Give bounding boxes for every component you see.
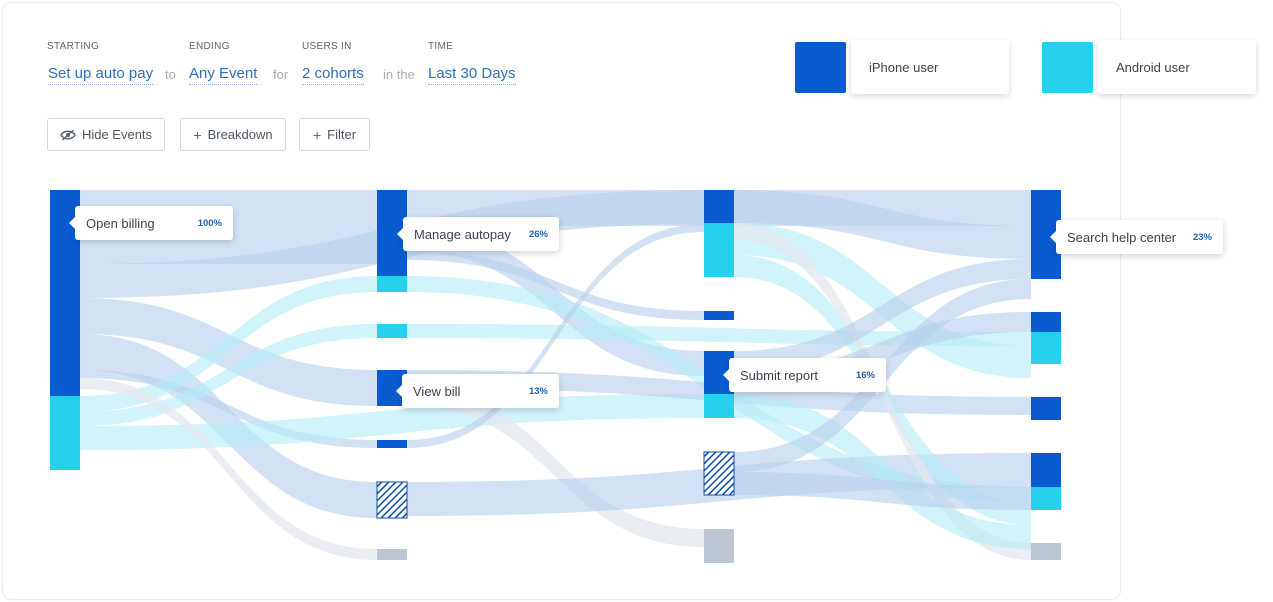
legend-item-android[interactable]: Android user	[1098, 40, 1256, 94]
tooltip-label: Search help center	[1067, 229, 1177, 245]
tooltip-label: Manage autopay	[414, 226, 511, 242]
tooltip-percent: 16%	[855, 369, 875, 381]
tooltip-view-bill: View bill 13%	[396, 374, 559, 408]
flow-link-other[interactable]	[407, 388, 704, 547]
time-label: TIME	[428, 41, 454, 52]
time-range-select[interactable]: Last 30 Days	[428, 65, 516, 85]
starting-label: STARTING	[47, 41, 100, 52]
node-s1a-android[interactable]	[377, 276, 407, 292]
node-s0-android[interactable]	[50, 396, 80, 470]
tooltip-label: View bill	[413, 383, 461, 399]
flow-link-android[interactable]	[734, 394, 1031, 549]
tooltip-submit-report: Submit report 16%	[723, 358, 886, 392]
connector-for: for	[273, 67, 289, 82]
node-s3e-other[interactable]	[1031, 543, 1061, 560]
flow-link-iphone[interactable]	[407, 224, 704, 448]
ending-label: ENDING	[189, 41, 230, 52]
ending-event-select[interactable]: Any Event	[189, 65, 258, 85]
breakdown-button[interactable]: + Breakdown	[180, 118, 286, 151]
tooltip-label: Submit report	[740, 367, 819, 383]
node-s1e-hatched[interactable]	[376, 481, 408, 519]
legend-item-iphone[interactable]: iPhone user	[851, 40, 1009, 94]
cohorts-select[interactable]: 2 cohorts	[302, 65, 364, 85]
flow-link-other[interactable]	[80, 378, 377, 560]
flow-link-android[interactable]	[407, 324, 1031, 346]
legend-swatch-iphone	[795, 42, 846, 93]
tooltip-percent: 13%	[528, 385, 548, 397]
node-s1f-other[interactable]	[377, 549, 407, 560]
node-s1b-android[interactable]	[377, 324, 407, 338]
filter-button[interactable]: + Filter	[299, 118, 370, 151]
legend-label-android: Android user	[1116, 59, 1190, 75]
flow-link-iphone[interactable]	[407, 251, 704, 320]
node-s3b-android[interactable]	[1031, 332, 1061, 364]
node-s2b-iphone[interactable]	[704, 311, 734, 320]
legend-swatch-android	[1042, 42, 1093, 93]
tooltip-percent: 100%	[197, 217, 222, 229]
plus-icon: +	[193, 126, 202, 143]
node-s3c-iphone[interactable]	[1031, 397, 1061, 420]
flow-link-android[interactable]	[80, 324, 377, 426]
node-s3d-iphone[interactable]	[1031, 453, 1061, 487]
tooltip-percent: 26%	[528, 228, 548, 240]
node-s2d-hatched[interactable]	[703, 451, 735, 496]
node-s3b-iphone[interactable]	[1031, 312, 1061, 332]
node-s2a-iphone[interactable]	[704, 190, 734, 223]
filter-label: Filter	[327, 127, 357, 142]
flow-link-iphone[interactable]	[734, 259, 1031, 371]
connector-to: to	[165, 67, 176, 82]
tooltip-label: Open billing	[86, 215, 155, 231]
eye-slash-icon	[60, 128, 76, 141]
flow-link-iphone[interactable]	[80, 370, 377, 448]
hide-events-button[interactable]: Hide Events	[47, 118, 165, 151]
tooltip-open-billing: Open billing 100%	[69, 206, 233, 240]
flow-link-android[interactable]	[80, 394, 704, 450]
flow-link-android[interactable]	[80, 276, 377, 412]
node-s2a-android[interactable]	[704, 223, 734, 277]
starting-event-select[interactable]: Set up auto pay	[48, 65, 154, 85]
legend-label-iphone: iPhone user	[869, 59, 939, 75]
tooltip-manage-autopay: Manage autopay 26%	[397, 217, 559, 251]
hide-events-label: Hide Events	[81, 127, 153, 142]
flow-link-iphone[interactable]	[734, 472, 1031, 510]
plus-icon: +	[312, 126, 322, 143]
connector-in-the: in the	[383, 67, 415, 82]
tooltip-search-help-center: Search help center 23%	[1050, 220, 1223, 254]
node-s2e-other[interactable]	[704, 529, 734, 563]
tooltip-percent: 23%	[1192, 231, 1212, 243]
node-s1d-iphone[interactable]	[377, 440, 407, 448]
users-in-label: USERS IN	[302, 41, 352, 52]
flow-link-iphone[interactable]	[734, 190, 1031, 259]
node-s2c-android[interactable]	[704, 394, 734, 418]
node-s3d-android[interactable]	[1031, 487, 1061, 510]
breakdown-label: Breakdown	[207, 127, 273, 142]
